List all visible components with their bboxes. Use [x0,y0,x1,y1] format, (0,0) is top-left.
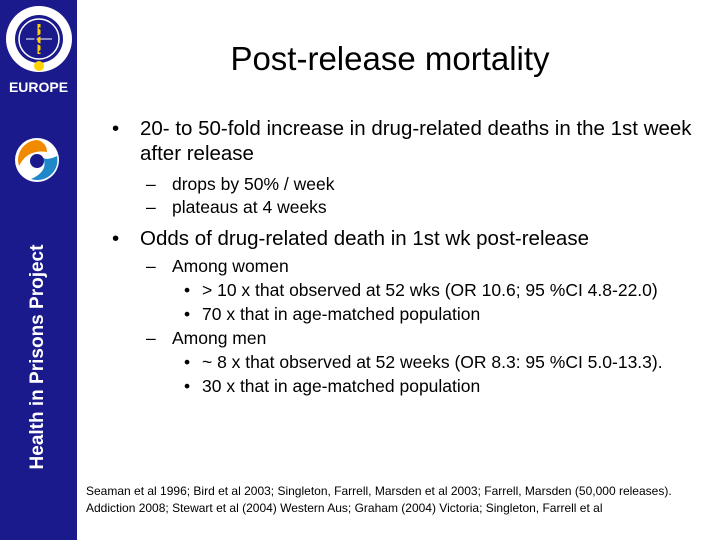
sub-bullet-text: drops by 50% / week [172,174,335,194]
references-footnote: Seaman et al 1996; Bird et al 2003; Sing… [86,484,672,515]
sub-bullet-text: plateaus at 4 weeks [172,197,327,217]
logo-word: EUROPE [8,79,69,95]
sub-sub-bullet: • ~ 8 x that observed at 52 weeks (OR 8.3… [184,352,663,372]
sub-bullet: – plateaus at 4 weeks [146,197,327,217]
sub-sub-bullet: • > 10 x that observed at 52 wks (OR 10.6… [184,280,658,300]
sub-bullet: – Among women [146,256,289,276]
sub-sub-bullet-text: 70 x that in age-matched population [202,304,481,324]
who-emblem-icon [6,6,72,72]
sub-sub-bullet-text: ~ 8 x that observed at 52 weeks (OR 8.3:… [202,352,663,372]
sidebar-divider [77,0,80,540]
slide-title: Post-release mortality [230,40,550,77]
vertical-title: Health in Prisons Project [27,244,48,470]
bullet: • 20- to 50-fold increase in drug-related… [112,117,692,165]
sub-sub-bullet: • 30 x that in age-matched population [184,376,481,396]
slide-body: • 20- to 50-fold increase in drug-related… [110,116,700,397]
sub-sub-bullet-text: 30 x that in age-matched population [202,376,481,396]
bullet-text: Odds of drug-related death in 1st wk pos… [140,227,589,250]
sub-bullet-text: Among women [172,256,289,276]
sidebar: EUROPE Health in Prisons Project [0,0,77,540]
sub-sub-bullet-text: > 10 x that observed at 52 wks (OR 10.6;… [202,280,658,300]
bullet-text: 20- to 50-fold increase in drug-related … [140,117,692,165]
sub-sub-bullet: • 70 x that in age-matched population [184,304,481,324]
globe-swirl-icon [15,138,59,182]
sub-bullet-text: Among men [172,328,267,348]
sub-bullet: – drops by 50% / week [146,174,335,194]
bullet: • Odds of drug-related death in 1st wk po… [112,227,589,250]
sub-bullet: – Among men [146,328,267,348]
